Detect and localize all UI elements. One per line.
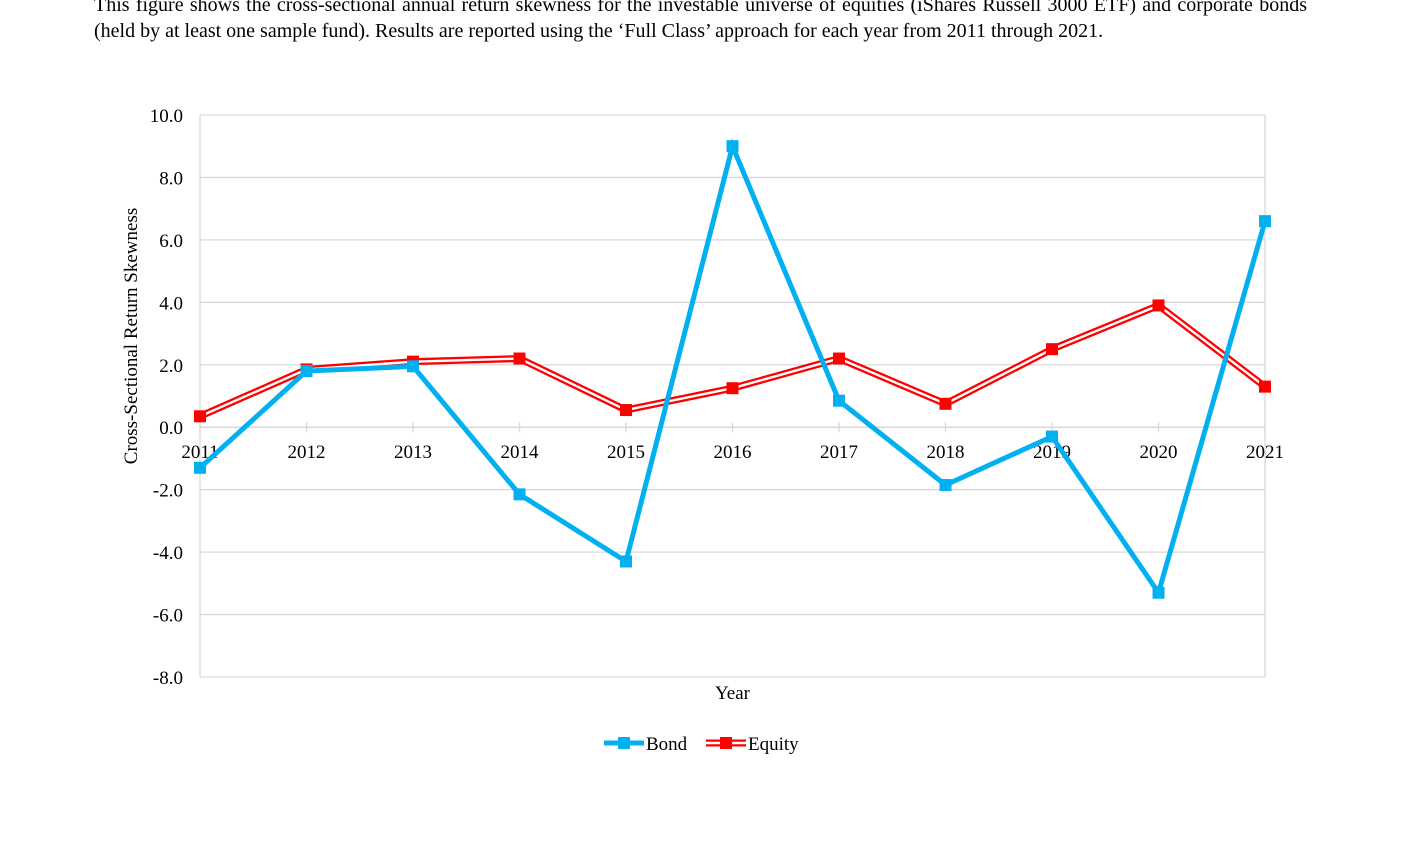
- x-tick-label: 2015: [607, 442, 645, 463]
- equity-point: [620, 404, 632, 417]
- bond-point: [1152, 586, 1165, 599]
- series-lines: [194, 138, 1271, 599]
- legend-bond-marker: [618, 737, 630, 749]
- x-tick-label: 2020: [1140, 442, 1178, 463]
- legend-bond-label: Bond: [646, 734, 688, 755]
- bond-line: [198, 138, 1268, 599]
- y-tick-label: -4.0: [153, 543, 183, 564]
- equity-line: [198, 301, 1268, 420]
- equity-point: [513, 352, 526, 365]
- equity-point: [1152, 299, 1165, 312]
- bond-point: [620, 555, 632, 568]
- bond-point: [194, 461, 206, 474]
- y-axis-label: Cross-Sectional Return Skewness: [121, 208, 142, 464]
- legend: Bond Equity: [604, 734, 799, 755]
- y-tick-label: 0.0: [159, 418, 183, 439]
- bond-point: [300, 365, 313, 378]
- x-tick-label: 2018: [927, 442, 965, 463]
- x-tick-label: 2021: [1246, 442, 1284, 463]
- x-tick-labels: 2011 2012 2013 2014 2015 2016 2017 2018 2019 2020…: [181, 442, 1284, 463]
- bond-point: [939, 478, 952, 491]
- axes: [199, 115, 1266, 677]
- figure-caption: This figure shows the cross-sectional an…: [94, 0, 1307, 42]
- y-tick-labels: 10.0 8.0 6.0 4.0 2.0 0.0 -2.0 -4.0 -6.0 -8.0: [150, 106, 183, 689]
- y-tick-label: 4.0: [159, 293, 183, 314]
- bond-point: [513, 488, 526, 501]
- y-tick-label: 8.0: [159, 168, 183, 189]
- bond-point: [407, 360, 419, 373]
- bond-point: [726, 140, 739, 153]
- x-axis-label: Year: [715, 683, 751, 704]
- x-tick-label: 2014: [501, 442, 540, 463]
- y-tick-label: 2.0: [159, 356, 183, 377]
- x-tick-label: 2016: [714, 442, 752, 463]
- y-tick-label: -2.0: [153, 481, 183, 502]
- y-tick-label: 6.0: [159, 231, 183, 252]
- equity-point: [939, 397, 952, 410]
- equity-point: [194, 410, 206, 423]
- legend-equity-label: Equity: [748, 734, 799, 755]
- equity-line-inner: [199, 304, 1266, 418]
- x-tick-label: 2017: [820, 442, 858, 463]
- legend-equity-marker: [720, 737, 732, 749]
- x-tick-label: 2013: [394, 442, 432, 463]
- bond-point: [833, 394, 845, 407]
- equity-point: [833, 352, 845, 365]
- gridlines: [200, 114, 1265, 678]
- equity-point: [726, 382, 739, 395]
- bond-point: [1046, 430, 1058, 443]
- x-tick-label: 2012: [288, 442, 326, 463]
- y-tick-label: -6.0: [153, 606, 183, 627]
- y-tick-label: 10.0: [150, 106, 183, 127]
- y-tick-label: -8.0: [153, 668, 183, 689]
- bond-point: [1259, 215, 1271, 228]
- equity-point: [1259, 380, 1271, 393]
- equity-point: [1046, 343, 1058, 356]
